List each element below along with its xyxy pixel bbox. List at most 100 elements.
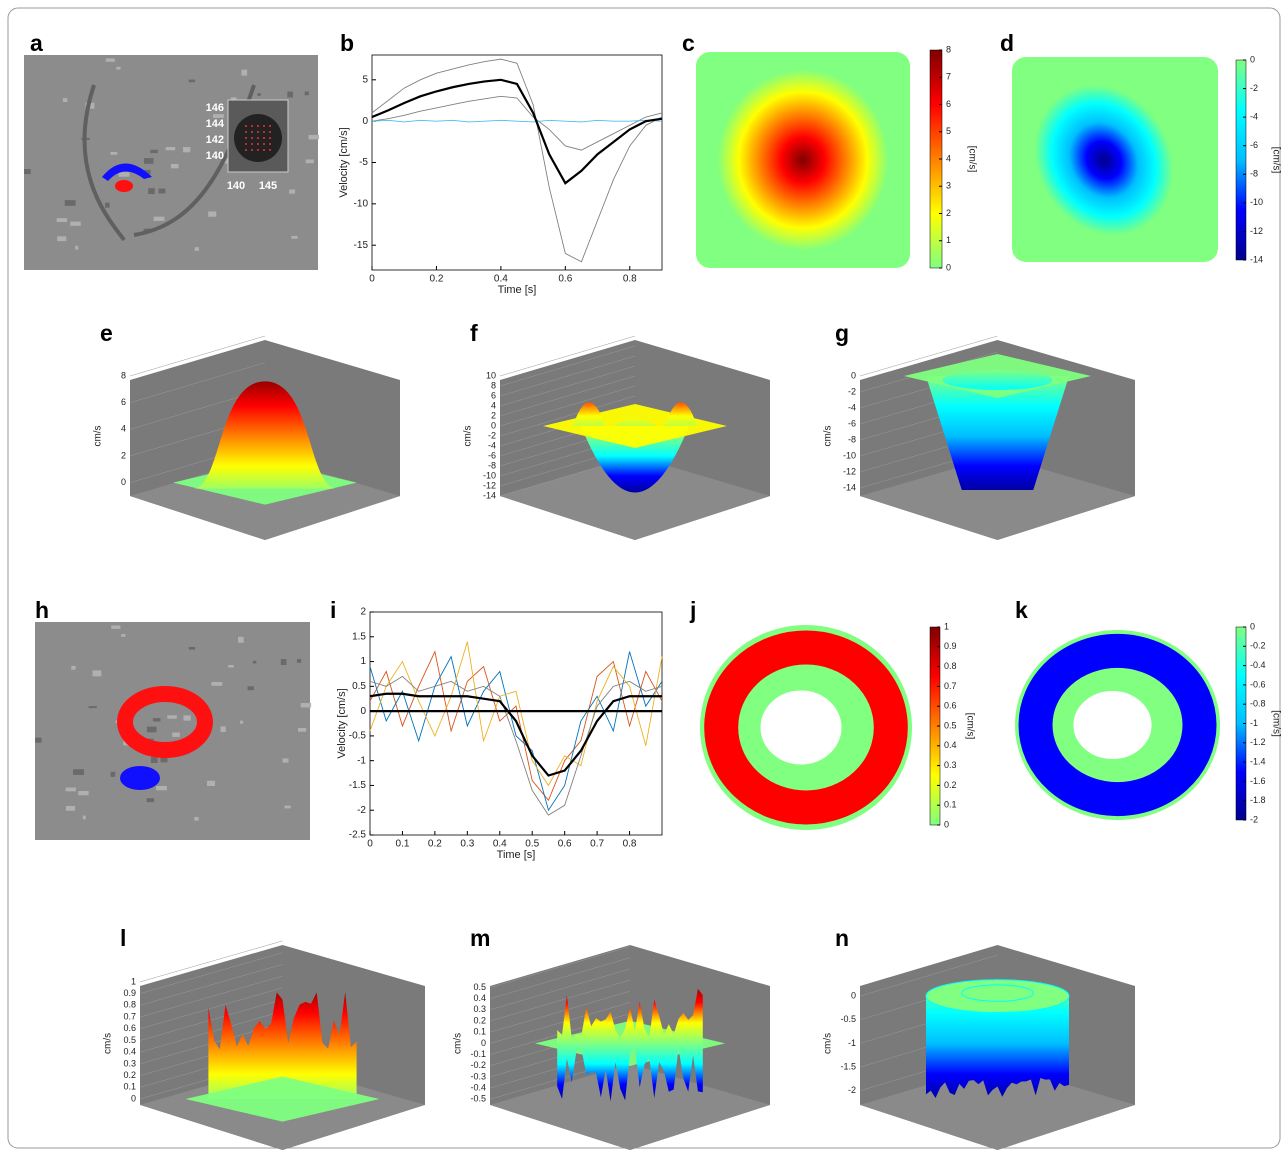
- y-tick-label: 0: [360, 706, 366, 717]
- y-tick-label: -10: [354, 198, 369, 209]
- z-tick-label: -1: [848, 1038, 856, 1048]
- image-texture: [150, 150, 157, 153]
- inset-voxel: [251, 131, 253, 133]
- image-texture: [306, 160, 314, 164]
- z-tick-label: 0.7: [123, 1011, 136, 1021]
- inset-voxel: [263, 143, 265, 145]
- colorbar-tick-label: 6: [946, 99, 951, 109]
- inset-voxel: [251, 125, 253, 127]
- z-tick-label: -8: [848, 434, 856, 444]
- inset-voxel: [269, 131, 271, 133]
- z-tick-label: 2: [121, 450, 126, 460]
- panel-label: j: [689, 597, 696, 623]
- z-tick-label: -10: [843, 450, 856, 460]
- image-texture: [171, 164, 179, 168]
- image-texture: [284, 806, 290, 809]
- panel-label: n: [835, 925, 849, 951]
- colorbar-tick-label: 3: [946, 181, 951, 191]
- z-tick-label: 0.4: [123, 1047, 136, 1057]
- z-tick-label: 0: [131, 1093, 136, 1103]
- image-texture: [305, 92, 309, 96]
- image-texture: [66, 788, 76, 792]
- y-tick-label: 1.5: [352, 631, 366, 642]
- colorbar-label: [cm/s]: [1270, 710, 1281, 737]
- inset-voxel: [251, 137, 253, 139]
- colorbar-tick-label: -1.4: [1250, 756, 1266, 766]
- inset-voxel: [263, 131, 265, 133]
- image-texture: [211, 682, 222, 686]
- panel-label: c: [682, 30, 695, 56]
- image-texture: [220, 726, 225, 732]
- z-tick-label: 0.5: [473, 982, 486, 992]
- z-tick-label: 2: [491, 410, 496, 420]
- inset-voxel: [269, 125, 271, 127]
- colorbar: [1236, 60, 1246, 260]
- colorbar-tick-label: -14: [1250, 254, 1263, 264]
- image-texture: [183, 147, 190, 152]
- inset-voxel: [269, 143, 271, 145]
- image-texture: [189, 647, 195, 650]
- z-tick-label: 0.4: [473, 993, 486, 1003]
- image-texture: [35, 738, 42, 743]
- image-texture: [75, 246, 78, 250]
- colorbar-tick-label: -2: [1250, 83, 1258, 93]
- z-tick-label: -0.4: [470, 1083, 486, 1093]
- x-tick-label: 0.6: [558, 839, 572, 850]
- z-axis-label: cm/s: [93, 425, 104, 446]
- z-tick-label: -0.5: [840, 1014, 856, 1024]
- colorbar-tick-label: 0.1: [944, 800, 957, 810]
- colorbar-tick-label: -12: [1250, 226, 1263, 236]
- image-texture: [195, 247, 199, 251]
- colorbar-tick-label: 5: [946, 126, 951, 136]
- image-texture: [71, 666, 75, 670]
- z-tick-label: 0.9: [123, 988, 136, 998]
- panel-label: k: [1015, 597, 1028, 623]
- y-tick-label: 0.5: [352, 681, 366, 692]
- x-tick-label: 0.8: [623, 839, 637, 850]
- image-texture: [119, 172, 130, 177]
- z-axis-label: cm/s: [453, 1033, 464, 1054]
- z-tick-label: -1.5: [840, 1061, 856, 1071]
- z-tick-label: 0.3: [473, 1004, 486, 1014]
- panel-label: h: [35, 597, 49, 623]
- image-texture: [156, 786, 167, 790]
- image-texture: [194, 817, 198, 821]
- image-texture: [83, 816, 86, 820]
- z-tick-label: -12: [483, 480, 496, 490]
- image-texture: [166, 147, 176, 150]
- colorbar-tick-label: 7: [946, 72, 951, 82]
- panel-label: d: [1000, 30, 1014, 56]
- image-texture: [158, 189, 165, 194]
- image-texture: [309, 135, 319, 140]
- colorbar-tick-label: -0.8: [1250, 699, 1266, 709]
- panel-label: i: [330, 597, 336, 623]
- image-texture: [297, 659, 301, 663]
- image-texture: [116, 67, 120, 70]
- colorbar-tick-label: 0.2: [944, 780, 957, 790]
- panel-label: a: [30, 30, 43, 56]
- inset-y-tick-label: 142: [206, 134, 224, 146]
- x-tick-label: 0.2: [428, 839, 442, 850]
- colorbar-tick-label: -10: [1250, 197, 1263, 207]
- image-texture: [241, 70, 247, 76]
- image-texture: [183, 715, 190, 720]
- z-tick-label: -6: [488, 450, 496, 460]
- z-tick-label: -14: [483, 490, 496, 500]
- image-texture: [253, 661, 256, 664]
- y-tick-label: 1: [360, 656, 366, 667]
- y-tick-label: -5: [359, 157, 368, 168]
- image-texture: [248, 686, 254, 690]
- surface-cap-inner: [962, 985, 1034, 1001]
- y-tick-label: -0.5: [349, 731, 367, 742]
- colorbar-tick-label: -2: [1250, 814, 1258, 824]
- colorbar-tick-label: -1.2: [1250, 737, 1266, 747]
- colorbar-tick-label: 0.3: [944, 760, 957, 770]
- image-texture: [66, 806, 75, 811]
- image-texture: [144, 158, 154, 164]
- inset-y-tick-label: 146: [206, 102, 224, 114]
- image-texture: [121, 634, 125, 637]
- z-tick-label: -0.5: [470, 1094, 486, 1104]
- inset-voxel: [245, 149, 247, 151]
- y-tick-label: 5: [362, 74, 368, 85]
- colorbar-tick-label: -0.6: [1250, 679, 1266, 689]
